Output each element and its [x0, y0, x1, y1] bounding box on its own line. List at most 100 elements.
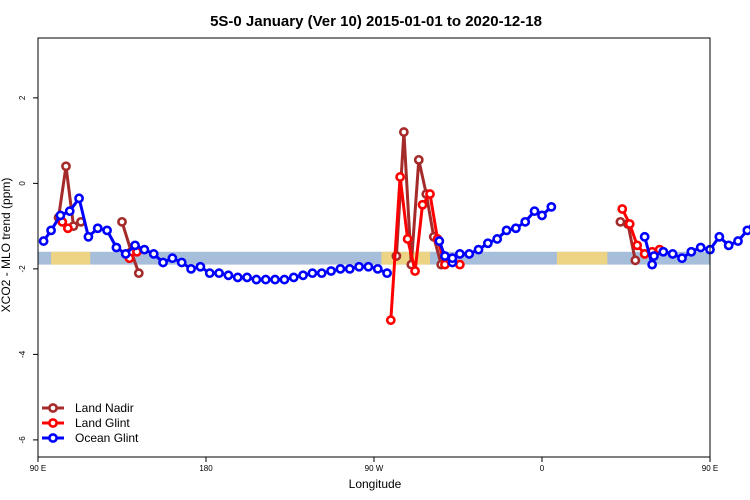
point-ocean-glint [139, 244, 150, 255]
point-ocean-glint [186, 263, 196, 274]
point-ocean-glint [195, 261, 206, 272]
y-tick-label: -6 [18, 436, 27, 444]
point-ocean-glint [482, 238, 493, 249]
point-ocean-glint [148, 249, 159, 259]
point-land-glint [62, 223, 73, 234]
point-land-glint [632, 240, 643, 251]
point-ocean-glint [307, 268, 318, 279]
point-land-nadir [117, 216, 127, 227]
land-patch [51, 251, 91, 265]
point-ocean-glint [214, 268, 224, 279]
point-ocean-glint [354, 261, 364, 272]
point-land-glint [440, 259, 450, 270]
x-tick-label: 180 [199, 464, 213, 473]
point-ocean-glint [83, 231, 94, 242]
land-patch [381, 251, 430, 265]
point-ocean-glint [176, 257, 187, 268]
point-ocean-glint [686, 246, 697, 257]
point-ocean-glint [251, 274, 262, 285]
point-ocean-glint [537, 210, 547, 221]
point-land-nadir [413, 154, 424, 165]
point-ocean-glint [714, 231, 725, 242]
point-ocean-glint [326, 266, 336, 276]
point-ocean-glint [46, 225, 56, 236]
point-ocean-glint [639, 231, 650, 242]
y-axis: 2 0 -2 -4 -6 [18, 95, 38, 443]
point-ocean-glint [363, 261, 374, 272]
point-ocean-glint [695, 242, 706, 253]
point-ocean-glint [270, 274, 280, 285]
point-ocean-glint [454, 249, 465, 259]
point-ocean-glint [232, 272, 243, 283]
point-ocean-glint [288, 272, 299, 283]
point-ocean-glint [92, 223, 103, 234]
point-ocean-glint [529, 206, 540, 217]
point-ocean-glint [120, 249, 131, 259]
point-ocean-glint [55, 210, 66, 221]
x-tick-label: 90 W [365, 464, 384, 473]
x-axis-label: Longitude [349, 477, 402, 491]
point-ocean-glint [279, 274, 290, 285]
point-ocean-glint [298, 270, 308, 281]
point-ocean-glint [667, 249, 678, 259]
legend-marker-land-glint [48, 418, 58, 428]
point-land-glint [417, 199, 428, 210]
point-ocean-glint [440, 251, 450, 261]
point-ocean-glint [546, 201, 557, 212]
point-ocean-glint [372, 263, 383, 274]
point-ocean-glint [344, 263, 355, 274]
legend-label-ocean-glint: Ocean Glint [75, 431, 139, 445]
point-land-glint [454, 259, 465, 270]
legend-marker-land-nadir [48, 403, 58, 413]
point-ocean-glint [382, 268, 392, 279]
legend-label-land-nadir: Land Nadir [75, 401, 134, 415]
y-tick-label: -2 [18, 265, 27, 273]
point-ocean-glint [742, 225, 750, 236]
y-axis-label: XCO2 - MLO trend (ppm) [0, 178, 13, 313]
x-axis: 90 E 180 90 W 0 90 E [30, 457, 718, 473]
point-ocean-glint [733, 236, 743, 246]
y-tick-label: 2 [18, 95, 27, 100]
point-ocean-glint [649, 251, 659, 261]
x-tick-label: 90 E [30, 464, 46, 473]
point-land-glint [385, 315, 396, 326]
point-land-glint [395, 172, 406, 182]
point-ocean-glint [38, 236, 49, 246]
point-ocean-glint [102, 225, 112, 236]
point-land-nadir [615, 216, 626, 227]
point-land-glint [425, 189, 435, 199]
point-ocean-glint [74, 193, 84, 204]
point-ocean-glint [158, 257, 168, 268]
point-land-glint [617, 204, 628, 214]
chart-marks [38, 127, 750, 326]
point-land-glint [410, 266, 420, 276]
point-ocean-glint [473, 244, 484, 255]
point-ocean-glint [111, 242, 122, 253]
point-land-glint [402, 234, 413, 244]
point-ocean-glint [223, 270, 234, 281]
point-ocean-glint [335, 263, 346, 274]
x-tick-label: 90 E [702, 464, 718, 473]
point-ocean-glint [204, 268, 215, 279]
legend-marker-ocean-glint [48, 433, 58, 443]
point-land-glint [624, 219, 635, 229]
y-tick-label: 0 [18, 181, 27, 186]
point-ocean-glint [658, 246, 669, 257]
point-ocean-glint [501, 225, 512, 236]
point-ocean-glint [723, 240, 734, 251]
point-ocean-glint [242, 272, 252, 283]
point-land-nadir [398, 127, 409, 137]
series-line-ocean-glint [42, 196, 388, 282]
point-land-nadir [61, 161, 71, 172]
y-tick-label: -4 [18, 350, 27, 358]
point-ocean-glint [520, 216, 531, 227]
point-land-nadir [133, 268, 144, 279]
point-ocean-glint [510, 223, 521, 234]
point-ocean-glint [647, 259, 658, 270]
band [38, 251, 710, 265]
point-ocean-glint [64, 206, 75, 217]
x-tick-label: 0 [540, 464, 545, 473]
legend-label-land-glint: Land Glint [75, 416, 130, 430]
